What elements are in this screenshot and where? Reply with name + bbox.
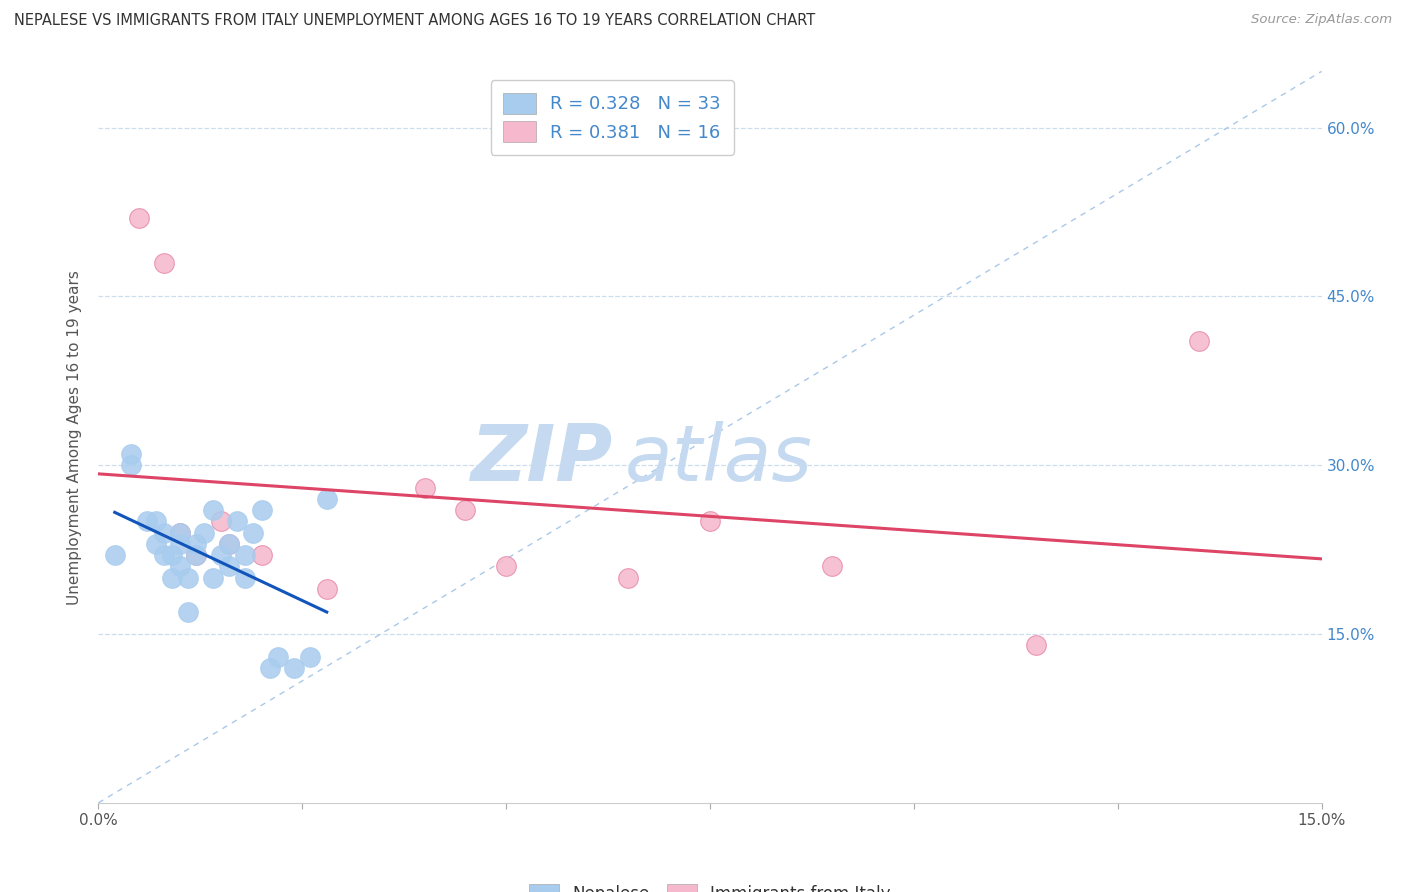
- Text: ZIP: ZIP: [470, 421, 612, 497]
- Point: [136, 515, 159, 529]
- Point: [699, 515, 721, 529]
- Point: [209, 548, 232, 562]
- Point: [218, 537, 240, 551]
- Point: [201, 503, 224, 517]
- Point: [209, 515, 232, 529]
- Point: [454, 503, 477, 517]
- Point: [186, 537, 208, 551]
- Point: [177, 571, 200, 585]
- Point: [160, 571, 183, 585]
- Point: [145, 515, 167, 529]
- Point: [1025, 638, 1047, 652]
- Legend: Nepalese, Immigrants from Italy: Nepalese, Immigrants from Italy: [523, 877, 897, 892]
- Point: [186, 548, 208, 562]
- Point: [315, 491, 337, 506]
- Point: [152, 525, 174, 540]
- Point: [1188, 334, 1211, 349]
- Point: [193, 525, 215, 540]
- Point: [259, 661, 281, 675]
- Point: [413, 481, 436, 495]
- Point: [821, 559, 844, 574]
- Y-axis label: Unemployment Among Ages 16 to 19 years: Unemployment Among Ages 16 to 19 years: [67, 269, 83, 605]
- Point: [250, 503, 273, 517]
- Point: [169, 537, 191, 551]
- Text: Source: ZipAtlas.com: Source: ZipAtlas.com: [1251, 13, 1392, 27]
- Point: [169, 559, 191, 574]
- Point: [104, 548, 127, 562]
- Point: [152, 548, 174, 562]
- Point: [242, 525, 264, 540]
- Point: [233, 548, 256, 562]
- Point: [201, 571, 224, 585]
- Point: [120, 458, 142, 473]
- Point: [169, 525, 191, 540]
- Point: [226, 515, 249, 529]
- Point: [177, 605, 200, 619]
- Point: [617, 571, 640, 585]
- Point: [267, 649, 290, 664]
- Point: [495, 559, 517, 574]
- Point: [160, 548, 183, 562]
- Point: [250, 548, 273, 562]
- Text: atlas: atlas: [624, 421, 813, 497]
- Point: [283, 661, 305, 675]
- Point: [169, 525, 191, 540]
- Point: [299, 649, 322, 664]
- Point: [145, 537, 167, 551]
- Point: [186, 548, 208, 562]
- Point: [218, 559, 240, 574]
- Point: [152, 255, 174, 269]
- Text: NEPALESE VS IMMIGRANTS FROM ITALY UNEMPLOYMENT AMONG AGES 16 TO 19 YEARS CORRELA: NEPALESE VS IMMIGRANTS FROM ITALY UNEMPL…: [14, 13, 815, 29]
- Point: [128, 211, 150, 225]
- Point: [233, 571, 256, 585]
- Point: [120, 447, 142, 461]
- Point: [218, 537, 240, 551]
- Point: [315, 582, 337, 596]
